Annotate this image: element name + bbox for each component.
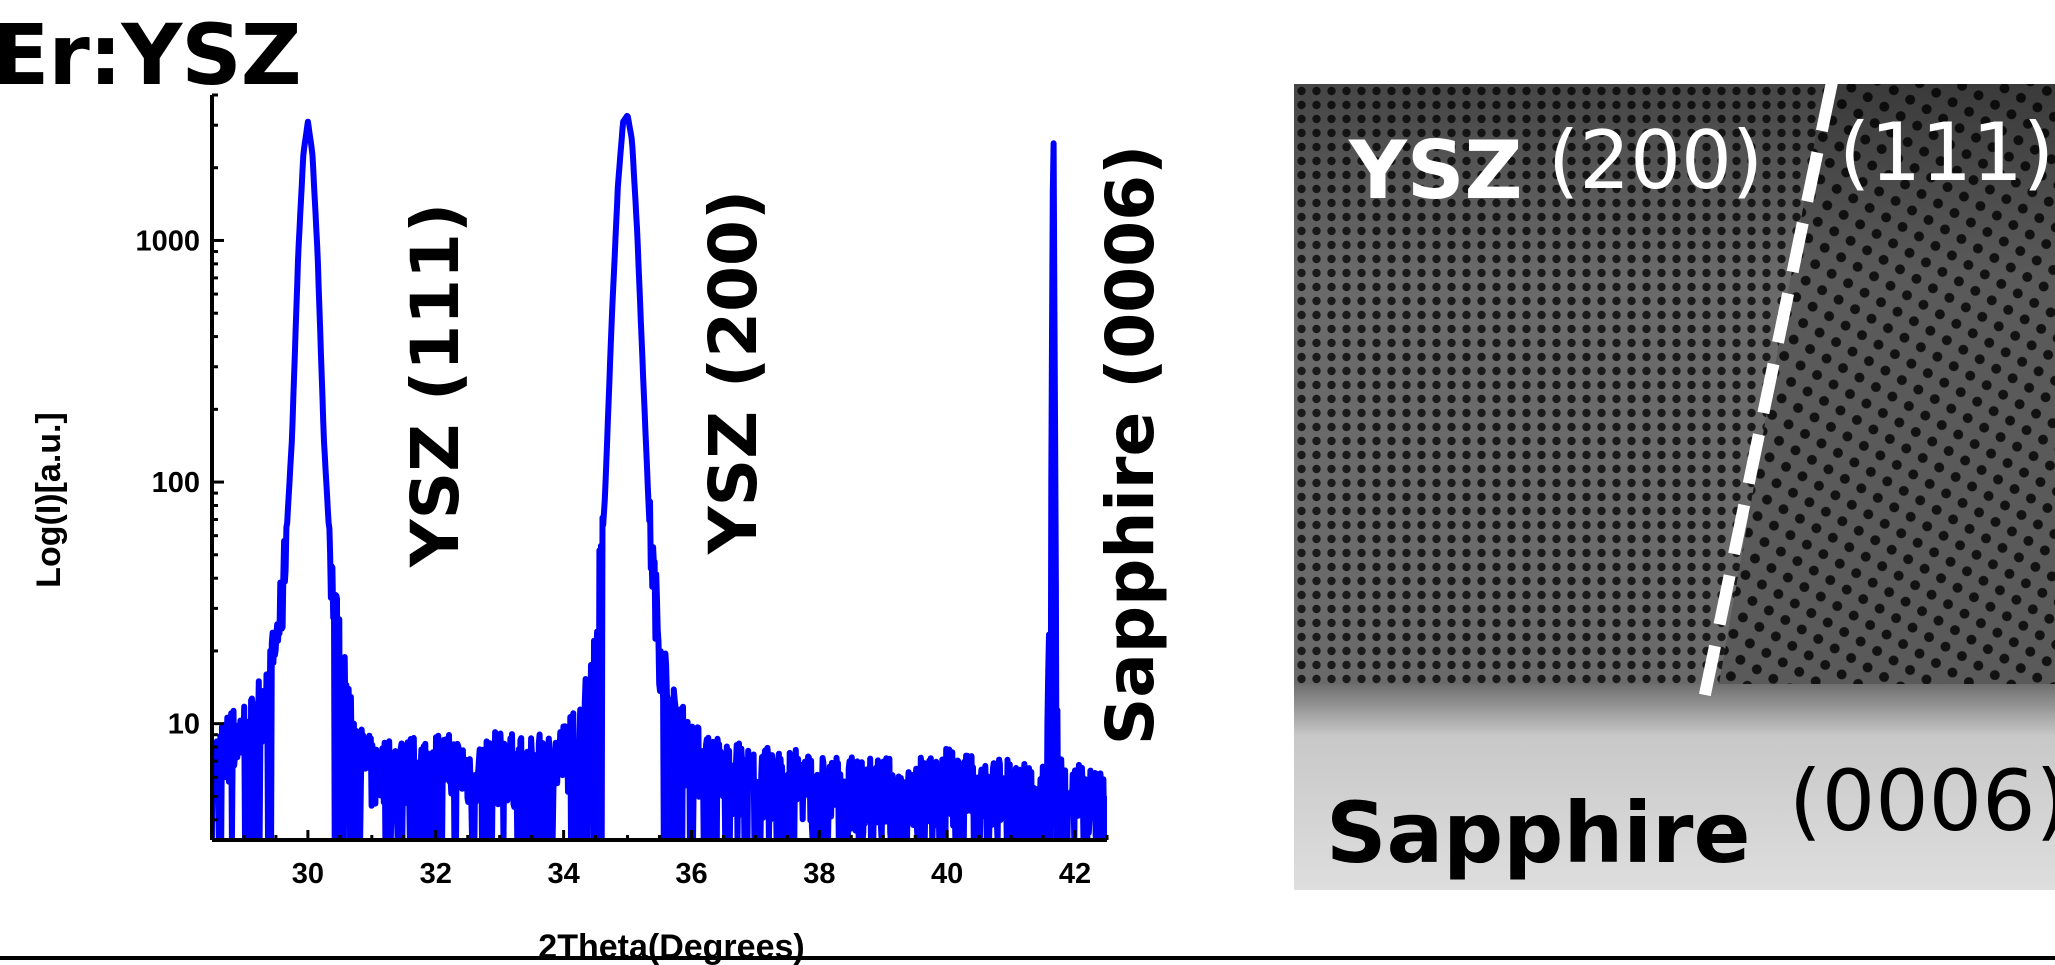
page-title: Er:YSZ [0, 6, 302, 104]
series-line [212, 112, 1107, 840]
x-tick-label: 32 [420, 858, 452, 890]
xrd-chart: 30 32 34 36 38 40 421010010002Theta(Degrees)Lo… [30, 93, 1169, 965]
x-tick-label: 34 [547, 858, 579, 890]
plane-111-label: (111) [1839, 106, 2055, 199]
y-tick-label: 10 [168, 709, 200, 741]
grain-boundary-line [1697, 84, 1838, 706]
x-tick-label: 40 [931, 858, 963, 890]
peak-annotation: YSZ (200) [695, 190, 772, 555]
sapphire-label: Sapphire [1326, 784, 1751, 882]
y-axis-title: Log(I)[a.u.] [30, 412, 68, 588]
micrograph-image [1294, 84, 2055, 890]
x-tick-label: 30 [292, 858, 324, 890]
sapphire-substrate [1294, 684, 2055, 890]
bottom-divider [0, 956, 2055, 960]
x-tick-label: 36 [675, 858, 707, 890]
x-tick-label: 42 [1059, 858, 1091, 890]
ysz-label: YSZ [1349, 124, 1523, 217]
peak-annotation: YSZ (111) [397, 203, 474, 568]
peak-annotation: Sapphire (0006) [1092, 145, 1169, 745]
plane-200-label: (200) [1548, 114, 1764, 207]
y-tick-label: 100 [152, 467, 200, 499]
tem-micrograph: YSZ (200) (111) Sapphire (0006) [1294, 84, 2055, 890]
y-tick-label: 1000 [135, 225, 200, 257]
plane-0006-label: (0006) [1789, 752, 2055, 850]
x-tick-label: 38 [803, 858, 835, 890]
